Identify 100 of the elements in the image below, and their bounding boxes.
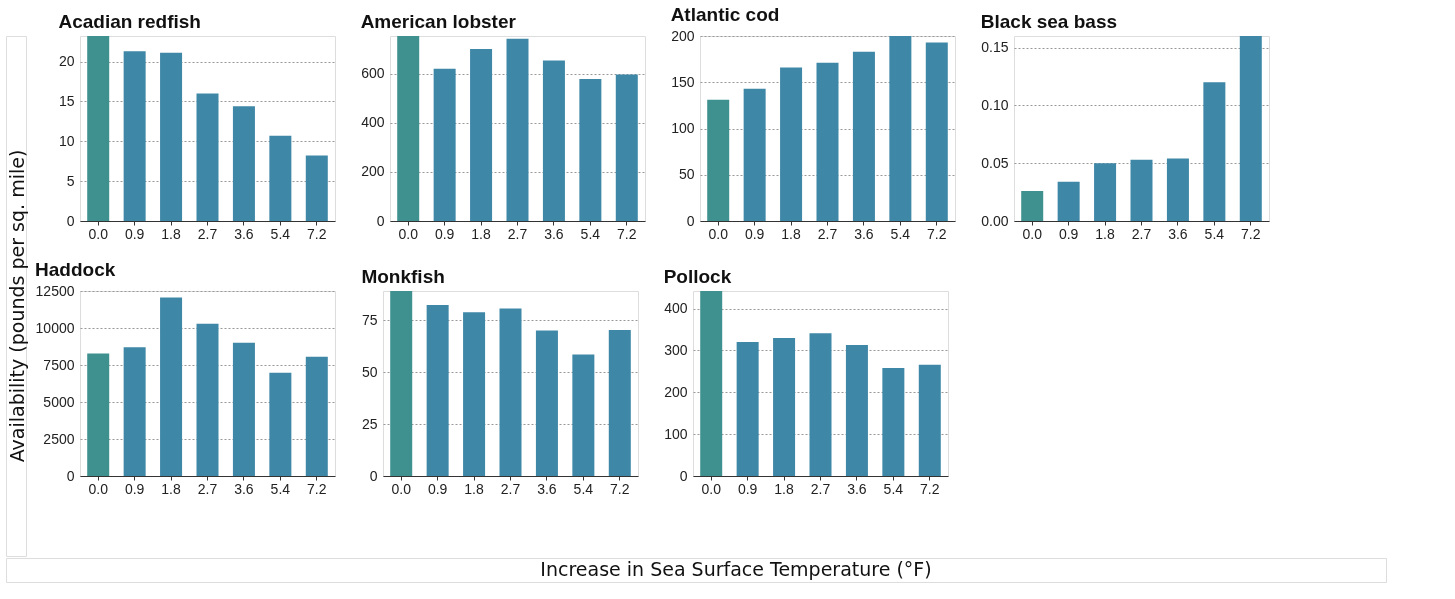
- bar: [780, 67, 803, 221]
- x-tick-label: 5.4: [1204, 225, 1225, 242]
- y-tick-label: 12500: [35, 282, 75, 299]
- bar: [196, 93, 219, 221]
- y-tick-label: 10000: [35, 319, 75, 336]
- x-tick-label: 3.6: [234, 480, 254, 497]
- x-tick-label: 7.2: [920, 480, 940, 497]
- x-tick-label: 0.9: [434, 225, 455, 242]
- y-tick-label: 0: [679, 467, 688, 484]
- bar: [499, 308, 522, 476]
- bar: [707, 99, 730, 221]
- bar: [506, 38, 529, 221]
- y-tick-label: 0.00: [981, 212, 1009, 229]
- bar: [269, 135, 292, 221]
- x-tick-label: 2.7: [197, 225, 218, 242]
- x-tick-label: 1.8: [464, 480, 485, 497]
- x-tick-label: 7.2: [1241, 225, 1261, 242]
- y-tick-label: 0.15: [981, 39, 1009, 56]
- bar: [232, 342, 255, 476]
- bar: [1203, 82, 1226, 221]
- x-tick-label: 0.9: [124, 225, 145, 242]
- bar: [535, 330, 558, 476]
- y-tick-label: 15: [58, 92, 75, 109]
- y-tick-label: 5: [66, 172, 75, 189]
- bar: [1021, 190, 1044, 221]
- y-tick-label: 0.10: [981, 96, 1009, 113]
- y-tick-label: 25: [361, 415, 378, 432]
- x-tick-label: 5.4: [890, 225, 911, 242]
- y-tick-label: 100: [671, 120, 695, 136]
- x-tick-label: 0.0: [701, 480, 722, 497]
- x-tick-label: 2.7: [817, 225, 838, 242]
- y-tick-label: 100: [664, 425, 688, 442]
- x-tick-label: 2.7: [500, 480, 521, 497]
- x-tick-label: 3.6: [854, 225, 874, 242]
- x-tick-label: 7.2: [927, 225, 947, 242]
- x-axis-title: Increase in Sea Surface Temperature (°F): [540, 558, 932, 580]
- bar: [196, 323, 219, 476]
- x-tick-label: 2.7: [197, 480, 218, 497]
- bar: [305, 356, 328, 476]
- y-tick-label: 600: [361, 65, 385, 82]
- y-tick-label: 200: [361, 163, 385, 180]
- bar: [87, 353, 110, 476]
- x-tick-label: 5.4: [270, 225, 291, 242]
- bar: [925, 42, 948, 221]
- bar: [845, 344, 868, 476]
- chart-title: Atlantic cod: [670, 4, 780, 25]
- y-tick-label: 400: [361, 114, 385, 131]
- bar: [773, 337, 796, 476]
- bar: [397, 36, 420, 221]
- x-tick-label: 7.2: [307, 480, 327, 497]
- bar: [390, 291, 413, 476]
- bar: [572, 354, 595, 476]
- x-tick-label: 5.4: [580, 225, 601, 242]
- x-tick-label: 1.8: [161, 480, 182, 497]
- x-tick-label: 5.4: [573, 480, 594, 497]
- bar: [608, 329, 631, 476]
- chart-title: Acadian redfish: [58, 11, 201, 32]
- x-tick-label: 3.6: [537, 480, 557, 497]
- chart-title: American lobster: [360, 11, 517, 32]
- bar: [816, 62, 839, 221]
- x-tick-label: 0.9: [744, 225, 765, 242]
- bar: [615, 74, 638, 221]
- bar: [579, 78, 602, 221]
- y-tick-label: 10: [58, 132, 75, 149]
- x-tick-label: 0.0: [1022, 225, 1043, 242]
- x-tick-label: 3.6: [544, 225, 564, 242]
- y-tick-label: 150: [671, 73, 695, 90]
- bar: [882, 368, 905, 476]
- x-tick-label: 3.6: [234, 225, 254, 242]
- x-tick-label: 7.2: [617, 225, 637, 242]
- bar: [918, 364, 941, 476]
- x-tick-label: 0.9: [737, 480, 758, 497]
- y-tick-label: 200: [664, 383, 688, 400]
- x-tick-label: 0.9: [124, 480, 145, 497]
- bar: [160, 52, 183, 221]
- x-tick-label: 1.8: [471, 225, 492, 242]
- y-tick-label: 300: [664, 341, 688, 358]
- x-tick-label: 3.6: [1168, 225, 1188, 242]
- bar: [700, 291, 723, 476]
- chart-title: Pollock: [663, 266, 732, 287]
- y-tick-label: 0: [66, 467, 75, 484]
- bar: [269, 372, 292, 476]
- x-tick-label: 1.8: [781, 225, 802, 242]
- y-tick-label: 5000: [43, 393, 75, 410]
- y-tick-label: 200: [671, 27, 695, 44]
- y-tick-label: 7500: [43, 356, 75, 373]
- bar: [160, 297, 183, 476]
- x-tick-label: 2.7: [507, 225, 528, 242]
- bar: [87, 36, 110, 221]
- bar: [433, 68, 456, 221]
- bar: [1094, 163, 1117, 221]
- y-tick-label: 0: [376, 212, 385, 229]
- x-tick-label: 3.6: [847, 480, 867, 497]
- x-tick-label: 7.2: [307, 225, 327, 242]
- x-tick-label: 1.8: [1095, 225, 1116, 242]
- y-tick-label: 0: [369, 467, 378, 484]
- bar: [743, 88, 766, 221]
- bar: [809, 333, 832, 476]
- y-tick-label: 50: [361, 363, 378, 380]
- x-tick-label: 0.0: [88, 480, 109, 497]
